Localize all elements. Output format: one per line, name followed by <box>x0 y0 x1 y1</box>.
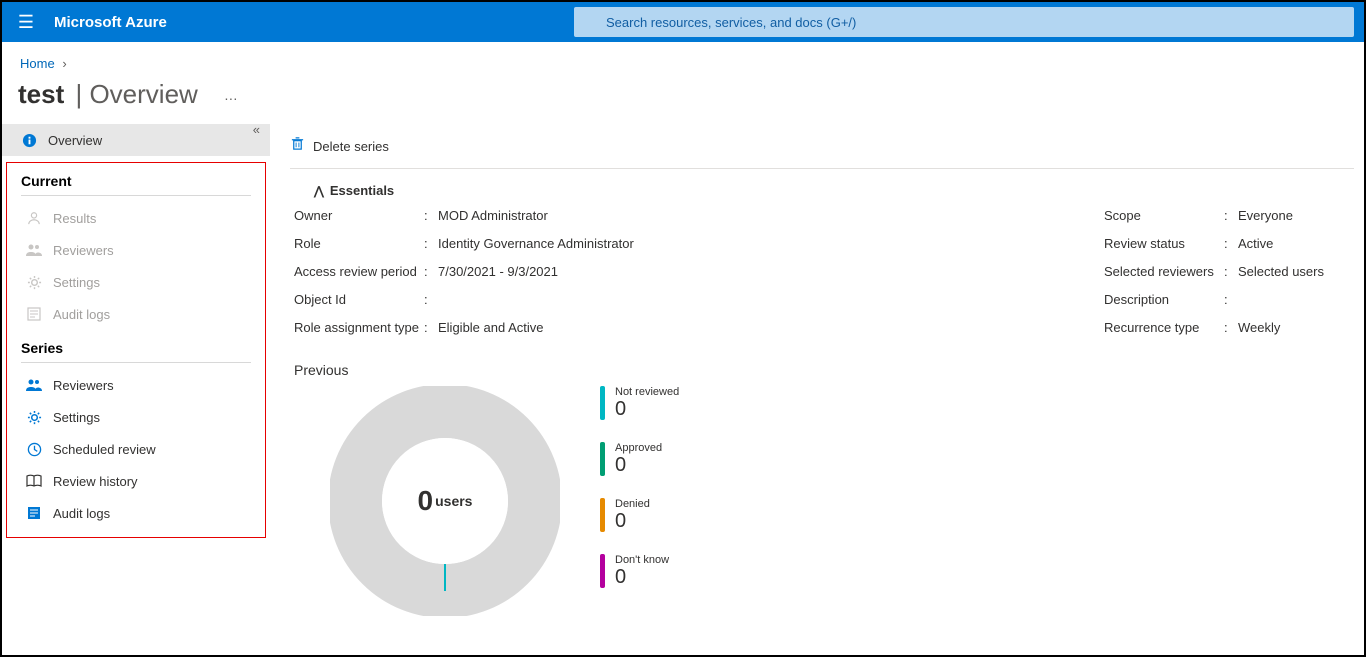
ess-selrev-value: Selected users <box>1238 264 1324 279</box>
legend-value: 0 <box>615 510 650 532</box>
sidebar-highlighted-box: Current Results Reviewers Settings <box>6 162 266 538</box>
sidebar-item-label: Reviewers <box>53 378 114 393</box>
audit-log-icon <box>25 305 43 323</box>
sidebar-item-label: Settings <box>53 410 100 425</box>
ess-scope-value: Everyone <box>1238 208 1293 223</box>
ess-role-label: Role <box>294 236 424 251</box>
ess-owner-label: Owner <box>294 208 424 223</box>
gear-icon <box>25 408 43 426</box>
brand-label: Microsoft Azure <box>50 14 167 31</box>
sidebar: « Overview Current Results Reviewers <box>2 124 270 652</box>
collapse-sidebar-button[interactable]: « <box>253 122 260 137</box>
previous-panel: 0users Not reviewed0Approved0Denied0Don'… <box>290 386 1364 616</box>
page-title-section: | Overview <box>64 79 198 110</box>
legend-label: Denied <box>615 498 650 510</box>
ess-role-value: Identity Governance Administrator <box>438 236 634 251</box>
legend-label: Not reviewed <box>615 386 679 398</box>
sidebar-section-series: Series <box>7 330 265 362</box>
ess-rat-label: Role assignment type <box>294 320 424 335</box>
essentials-toggle[interactable]: ⋀ Essentials <box>290 169 1364 208</box>
donut-center: 0users <box>330 386 560 616</box>
hamburger-icon[interactable]: ☰ <box>2 2 50 42</box>
more-actions-button[interactable]: … <box>198 87 240 103</box>
chevron-right-icon: › <box>58 56 70 71</box>
ess-status-value: Active <box>1238 236 1273 251</box>
ess-desc-label: Description <box>1104 292 1224 307</box>
legend-label: Don't know <box>615 554 669 566</box>
people-icon <box>25 241 43 259</box>
ess-period-value: 7/30/2021 - 9/3/2021 <box>438 264 558 279</box>
sidebar-section-current: Current <box>7 163 265 195</box>
legend-color-bar <box>600 554 605 588</box>
sidebar-item-settings-series[interactable]: Settings <box>7 401 265 433</box>
ess-status-label: Review status <box>1104 236 1224 251</box>
sidebar-item-label: Scheduled review <box>53 442 156 457</box>
page-title-resource: test <box>18 79 64 110</box>
sidebar-item-label: Overview <box>48 133 102 148</box>
info-icon <box>20 131 38 149</box>
legend-color-bar <box>600 498 605 532</box>
sidebar-item-reviewers-series[interactable]: Reviewers <box>7 369 265 401</box>
legend-item: Not reviewed0 <box>600 386 679 420</box>
ess-period-label: Access review period <box>294 264 424 279</box>
donut-value: 0 <box>418 485 434 517</box>
legend-value: 0 <box>615 454 662 476</box>
essentials-panel: Owner:MOD Administrator Role:Identity Go… <box>290 208 1364 348</box>
ess-recur-label: Recurrence type <box>1104 320 1224 335</box>
sidebar-item-label: Review history <box>53 474 138 489</box>
trash-icon <box>290 136 305 156</box>
book-icon <box>25 472 43 490</box>
chevron-up-icon: ⋀ <box>314 184 324 198</box>
sidebar-item-reviewers-current[interactable]: Reviewers <box>7 234 265 266</box>
delete-series-button[interactable]: Delete series <box>290 124 1364 168</box>
clock-icon <box>25 440 43 458</box>
ess-objectid-label: Object Id <box>294 292 424 307</box>
ess-recur-value: Weekly <box>1238 320 1280 335</box>
sidebar-item-auditlogs-current[interactable]: Audit logs <box>7 298 265 330</box>
previous-title: Previous <box>290 348 1364 386</box>
legend-item: Don't know0 <box>600 554 679 588</box>
donut-suffix: users <box>433 493 472 509</box>
search-input[interactable] <box>574 7 1354 37</box>
donut-chart: 0users <box>330 386 560 616</box>
breadcrumb: Home › <box>2 42 1364 71</box>
main-content: Delete series ⋀ Essentials Owner:MOD Adm… <box>270 124 1364 652</box>
sidebar-item-label: Audit logs <box>53 307 110 322</box>
legend-item: Denied0 <box>600 498 679 532</box>
ess-owner-value: MOD Administrator <box>438 208 548 223</box>
sidebar-item-label: Audit logs <box>53 506 110 521</box>
legend-value: 0 <box>615 566 669 588</box>
legend: Not reviewed0Approved0Denied0Don't know0 <box>600 386 679 610</box>
sidebar-item-results[interactable]: Results <box>7 202 265 234</box>
cmdbar-label: Delete series <box>313 139 389 154</box>
legend-value: 0 <box>615 398 679 420</box>
people-icon <box>25 376 43 394</box>
legend-item: Approved0 <box>600 442 679 476</box>
sidebar-item-label: Reviewers <box>53 243 114 258</box>
sidebar-item-label: Results <box>53 211 96 226</box>
person-icon <box>25 209 43 227</box>
sidebar-item-scheduled-review[interactable]: Scheduled review <box>7 433 265 465</box>
breadcrumb-home[interactable]: Home <box>20 56 55 71</box>
gear-icon <box>25 273 43 291</box>
top-bar: ☰ Microsoft Azure <box>2 2 1364 42</box>
sidebar-item-review-history[interactable]: Review history <box>7 465 265 497</box>
ess-rat-value: Eligible and Active <box>438 320 544 335</box>
sidebar-item-auditlogs-series[interactable]: Audit logs <box>7 497 265 529</box>
legend-label: Approved <box>615 442 662 454</box>
sidebar-item-overview[interactable]: Overview <box>2 124 270 156</box>
ess-selrev-label: Selected reviewers <box>1104 264 1224 279</box>
legend-color-bar <box>600 442 605 476</box>
sidebar-item-label: Settings <box>53 275 100 290</box>
ess-scope-label: Scope <box>1104 208 1224 223</box>
legend-color-bar <box>600 386 605 420</box>
audit-log-icon <box>25 504 43 522</box>
sidebar-item-settings-current[interactable]: Settings <box>7 266 265 298</box>
essentials-header-label: Essentials <box>330 183 394 198</box>
